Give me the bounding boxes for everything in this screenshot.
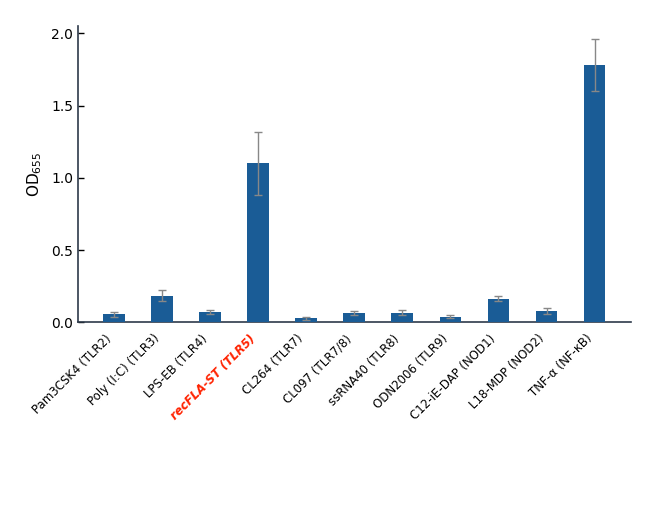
Bar bbox=[295, 318, 317, 322]
Bar bbox=[439, 317, 462, 322]
Bar bbox=[391, 313, 413, 322]
Bar bbox=[247, 163, 269, 322]
Bar bbox=[151, 296, 173, 322]
Bar bbox=[488, 298, 509, 322]
Bar bbox=[103, 315, 125, 322]
Bar bbox=[584, 65, 605, 322]
Bar bbox=[200, 313, 221, 322]
Y-axis label: OD$_{655}$: OD$_{655}$ bbox=[25, 152, 44, 197]
Bar bbox=[343, 313, 365, 322]
Bar bbox=[536, 311, 557, 322]
